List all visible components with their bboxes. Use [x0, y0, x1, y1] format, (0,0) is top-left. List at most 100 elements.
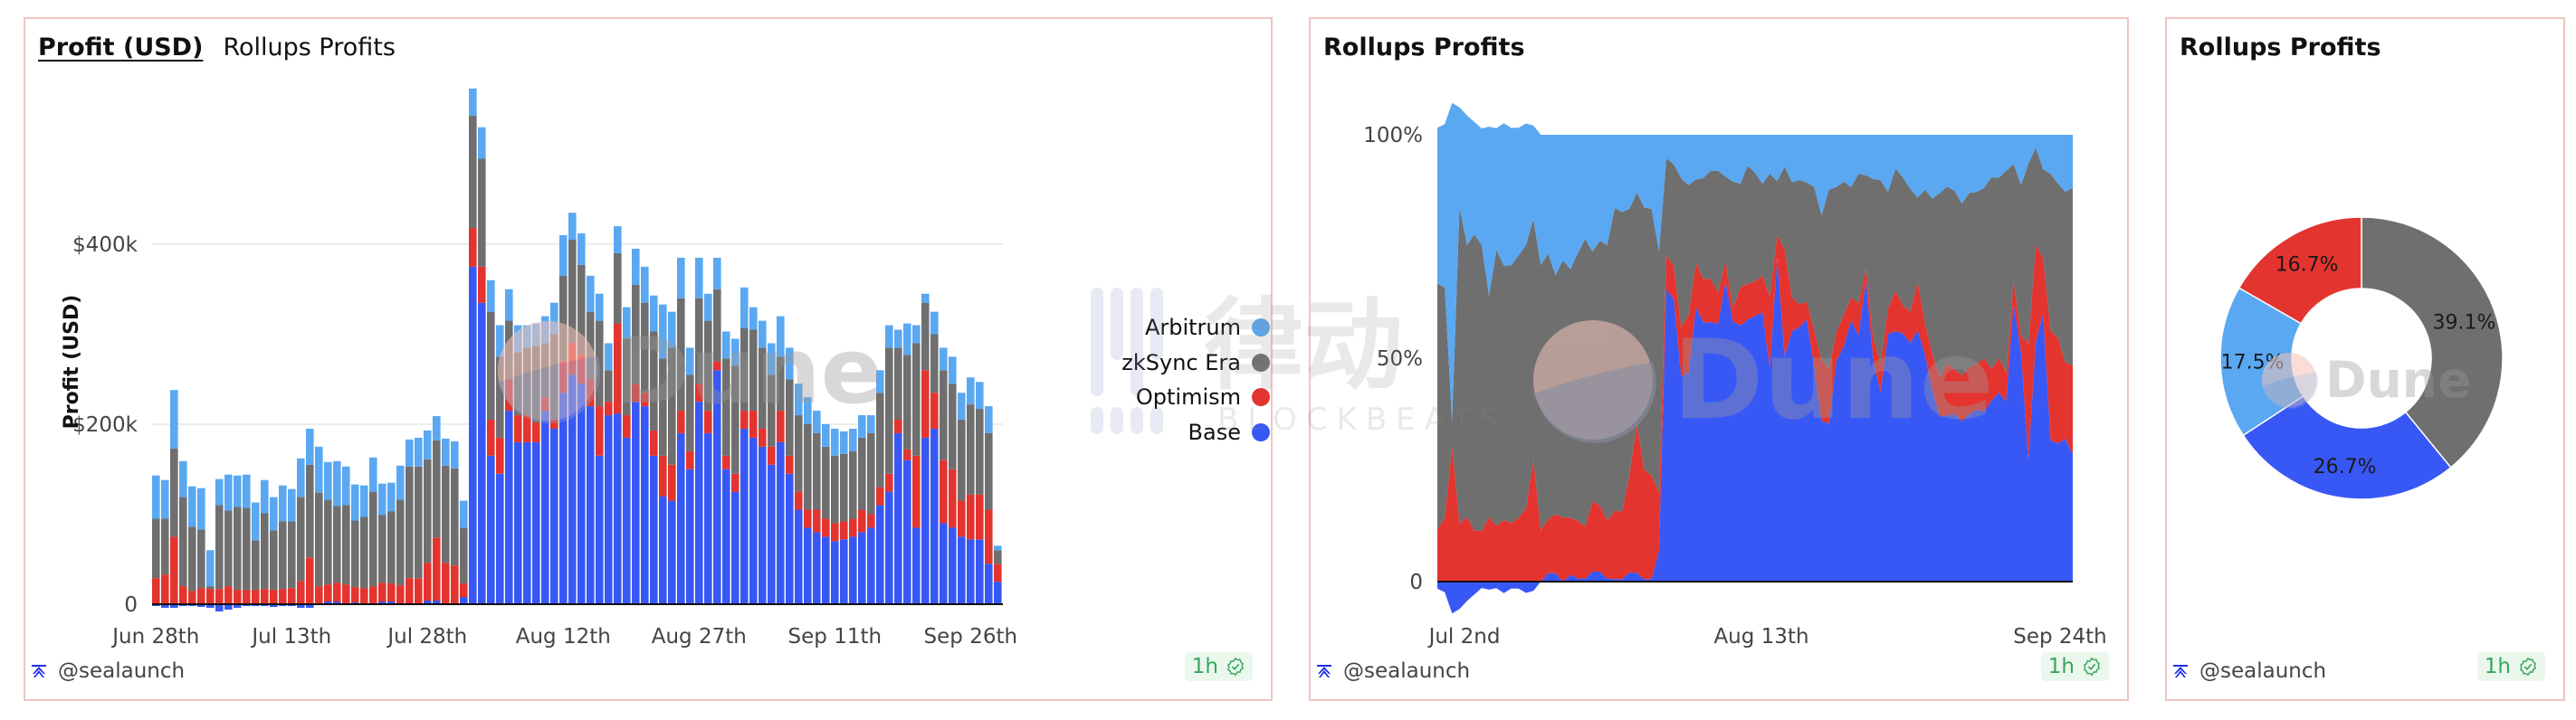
- bar-segment-zksync: [641, 302, 649, 393]
- bar-segment-optimism: [930, 393, 939, 429]
- bar-segment-zksync: [451, 468, 459, 566]
- bar-segment-zksync: [903, 355, 911, 450]
- freshness-badge[interactable]: 1h: [1184, 652, 1253, 681]
- freshness-badge[interactable]: 1h: [2476, 652, 2545, 681]
- bar-segment-zksync: [605, 370, 613, 403]
- bar-segment-arbitrum: [659, 304, 667, 359]
- x-tick-label: Sep 26th: [924, 625, 1018, 649]
- bar-segment-zksync: [433, 440, 441, 538]
- bar-segment-optimism: [206, 589, 215, 604]
- dune-logo-icon: [2262, 353, 2316, 407]
- legend-item-zksync[interactable]: zkSync Era: [1102, 346, 1270, 381]
- bar-segment-base: [695, 402, 703, 605]
- bar-segment-arbitrum: [396, 465, 405, 500]
- bar-segment-arbitrum: [252, 502, 260, 541]
- bar-segment-zksync: [876, 393, 884, 488]
- bar-segment-zksync: [894, 347, 902, 421]
- tab-rollups-profits[interactable]: Rollups Profits: [223, 33, 396, 62]
- bar-segment-arbitrum: [804, 397, 812, 424]
- bar-segment-zksync: [261, 513, 269, 590]
- bar-segment-base: [550, 428, 558, 604]
- bar-segment-optimism: [985, 509, 993, 564]
- bar-segment-zksync: [967, 404, 975, 495]
- bar-segment-zksync: [559, 275, 568, 362]
- bar-segment-base: [596, 455, 604, 604]
- bar-segment-optimism: [967, 494, 975, 540]
- bar-segment-arbitrum: [912, 325, 921, 344]
- blockbeats-logo-bar: [1131, 288, 1143, 396]
- bar-segment-arbitrum: [921, 293, 930, 303]
- bar-segment-arbitrum: [740, 287, 749, 328]
- bar-segment-optimism: [777, 411, 785, 442]
- author-link[interactable]: @sealaunch: [2172, 659, 2326, 683]
- bar-segment-zksync: [659, 358, 667, 456]
- bar-segment-optimism: [179, 586, 187, 604]
- bar-segment-zksync: [958, 420, 966, 501]
- area-base: [1437, 258, 2073, 614]
- bar-segment-zksync: [161, 518, 169, 575]
- bar-segment-arbitrum: [433, 416, 441, 441]
- dune-logo-shadow: [1533, 362, 1656, 443]
- legend-item-base[interactable]: Base: [1102, 415, 1270, 450]
- bar-segment-optimism: [369, 586, 377, 603]
- bar-segment-optimism: [424, 563, 432, 602]
- bar-segment-arbitrum: [949, 356, 957, 384]
- bar-segment-zksync: [632, 284, 640, 384]
- bar-segment-zksync: [396, 499, 405, 586]
- bar-segment-optimism: [152, 578, 160, 604]
- bar-segment-optimism: [840, 521, 848, 540]
- y-tick-label: $200k: [72, 413, 138, 437]
- blockbeats-logo-dot: [1150, 407, 1163, 434]
- tab-profit-usd[interactable]: Profit (USD): [38, 33, 204, 62]
- bar-segment-arbitrum: [587, 275, 595, 312]
- bar-segment-zksync: [768, 374, 776, 447]
- bar-segment-optimism: [532, 422, 540, 442]
- author-link[interactable]: @sealaunch: [1316, 659, 1470, 683]
- legend-label: Arbitrum: [1144, 315, 1241, 341]
- bar-segment-arbitrum: [731, 338, 739, 366]
- bar-segment-base: [731, 491, 739, 605]
- bar-segment-zksync: [279, 521, 287, 590]
- bar-segment-optimism: [695, 384, 703, 403]
- bar-segment-zksync: [315, 492, 323, 587]
- bar-segment-optimism: [758, 428, 767, 447]
- bar-segment-base: [378, 602, 386, 604]
- legend-item-arbitrum[interactable]: Arbitrum: [1102, 310, 1270, 346]
- bar-segment-optimism: [324, 584, 332, 602]
- bar-segment-base: [632, 402, 640, 605]
- author-link[interactable]: @sealaunch: [31, 659, 185, 683]
- freshness-badge[interactable]: 1h: [2040, 652, 2109, 681]
- bar-segment-base: [876, 505, 884, 604]
- dune-watermark-text: Dune: [1673, 317, 1994, 444]
- bar-segment-zksync: [912, 343, 921, 456]
- bar-segment-optimism: [342, 584, 350, 604]
- bar-segment-optimism: [514, 415, 522, 442]
- bar-segment-arbitrum: [179, 460, 187, 497]
- bar-segment-optimism: [650, 430, 658, 456]
- legend-swatch: [1252, 422, 1270, 441]
- bar-segment-optimism: [315, 586, 323, 604]
- bar-segment-arbitrum: [632, 248, 640, 285]
- legend-item-optimism[interactable]: Optimism: [1102, 380, 1270, 415]
- bar-segment-base: [568, 374, 577, 604]
- bar-segment-base: [777, 441, 785, 604]
- bar-segment-base: [523, 441, 531, 604]
- bar-segment-arbitrum: [496, 325, 504, 357]
- bar-segment-zksync: [614, 252, 622, 324]
- bar-segment-base: [768, 464, 776, 604]
- bar-segment-optimism: [713, 361, 721, 371]
- bar-segment-base: [577, 384, 586, 604]
- bar-segment-zksync: [424, 459, 432, 564]
- donut-slice-zksync: [2361, 216, 2504, 469]
- bar-segment-zksync: [940, 370, 948, 460]
- bar-segment-zksync: [577, 264, 586, 355]
- bar-segment-base: [433, 601, 441, 604]
- bar-segment-optimism: [768, 446, 776, 465]
- bar-segment-optimism: [659, 455, 667, 497]
- bar-segment-optimism: [596, 406, 604, 456]
- bar-segment-zksync: [822, 446, 830, 519]
- bar-segment-arbitrum: [876, 370, 884, 393]
- bar-segment-zksync: [478, 158, 486, 267]
- bar-segment-optimism: [215, 589, 224, 604]
